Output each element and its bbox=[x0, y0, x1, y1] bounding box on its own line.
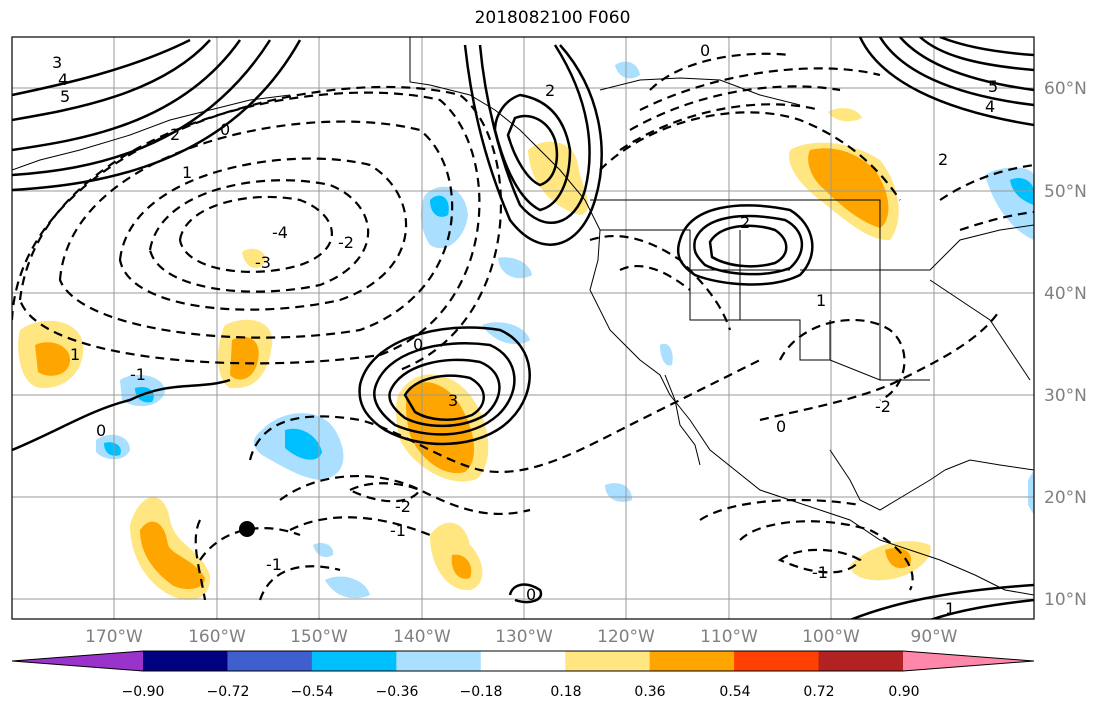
lon-label: 120°W bbox=[597, 627, 655, 647]
lon-label: 100°W bbox=[802, 627, 860, 647]
contour-label: 1 bbox=[182, 163, 192, 182]
colorbar-tick-label: −0.72 bbox=[207, 684, 250, 700]
contour-label: 1 bbox=[70, 345, 80, 364]
contour-labels: 3 4 5 2 1 0 -1 -2 -3 -4 0 2 1 -1 -2 0 2 … bbox=[52, 41, 998, 618]
contour-label: 1 bbox=[816, 291, 826, 310]
contour-label: 0 bbox=[700, 41, 710, 60]
colorbar-segment bbox=[143, 651, 228, 671]
colorbar-extend-max bbox=[903, 651, 1034, 671]
colorbar-tick-label: 0.18 bbox=[550, 684, 581, 700]
contour-label: 0 bbox=[96, 421, 106, 440]
contour-label: -4 bbox=[272, 223, 288, 242]
colorbar-segment bbox=[227, 651, 313, 671]
lat-label: 60°N bbox=[1044, 79, 1087, 99]
contour-label: 5 bbox=[60, 87, 70, 106]
lon-label: 140°W bbox=[393, 627, 451, 647]
contour-label: -1 bbox=[266, 555, 282, 574]
warm-core bbox=[405, 382, 475, 474]
colorbar-segment bbox=[818, 651, 904, 671]
contour-label: 0 bbox=[220, 120, 230, 139]
warm-core bbox=[451, 554, 472, 579]
lat-label: 40°N bbox=[1044, 284, 1087, 304]
contour-label: 2 bbox=[938, 150, 948, 169]
contour-label: 0 bbox=[413, 335, 423, 354]
contour-label: -1 bbox=[812, 563, 828, 582]
warm-patch bbox=[528, 141, 589, 215]
colorbar-segment bbox=[565, 651, 651, 671]
contour-label: 4 bbox=[985, 97, 995, 116]
contour-label: -2 bbox=[875, 397, 891, 416]
storm-marker bbox=[239, 521, 255, 537]
contour-label: 0 bbox=[776, 417, 786, 436]
lon-label: 110°W bbox=[700, 627, 758, 647]
colorbar-extend-min bbox=[12, 651, 143, 671]
warm-patch bbox=[828, 108, 862, 122]
contour-label: 2 bbox=[545, 81, 555, 100]
anomaly-fills bbox=[18, 61, 1034, 600]
contour-label: -3 bbox=[255, 253, 271, 272]
colorbar-segment bbox=[396, 651, 482, 671]
colorbar-tick-labels: −0.90 −0.72 −0.54 −0.36 −0.18 0.18 0.36 … bbox=[122, 684, 920, 700]
latitude-labels: 60°N 50°N 40°N 30°N 20°N 10°N bbox=[1044, 79, 1087, 610]
contour-label: 3 bbox=[448, 391, 458, 410]
cool-patch bbox=[615, 61, 640, 79]
solid-contours bbox=[12, 37, 1034, 619]
contour-label: -1 bbox=[390, 521, 406, 540]
dashed-contours bbox=[12, 52, 1034, 601]
cool-patch bbox=[325, 576, 370, 599]
lon-label: 130°W bbox=[495, 627, 553, 647]
warm-patch bbox=[242, 248, 266, 268]
warm-core bbox=[140, 521, 205, 590]
colorbar-segment bbox=[649, 651, 735, 671]
colorbar-tick-label: −0.36 bbox=[376, 684, 419, 700]
colorbar-tick-label: −0.90 bbox=[122, 684, 165, 700]
colorbar-segment bbox=[734, 651, 820, 671]
colorbar-tick-label: −0.18 bbox=[460, 684, 503, 700]
warm-core bbox=[230, 336, 259, 380]
lon-label: 160°W bbox=[188, 627, 246, 647]
cool-core bbox=[104, 442, 121, 456]
map-frame bbox=[11, 36, 1035, 620]
contour-label: 1 bbox=[945, 599, 955, 618]
map-title: 2018082100 F060 bbox=[474, 8, 631, 28]
longitude-labels: 170°W 160°W 150°W 140°W 130°W 120°W 110°… bbox=[85, 627, 958, 647]
cool-patch bbox=[1028, 470, 1034, 515]
colorbar-tick-label: −0.54 bbox=[291, 684, 334, 700]
lat-label: 30°N bbox=[1044, 386, 1087, 406]
colorbar-tick-label: 0.36 bbox=[634, 684, 665, 700]
contour-label: 0 bbox=[526, 585, 536, 604]
colorbar-tick-label: 0.54 bbox=[719, 684, 750, 700]
contour-label: 2 bbox=[740, 213, 750, 232]
contour-label: 5 bbox=[988, 77, 998, 96]
lon-label: 170°W bbox=[85, 627, 143, 647]
colorbar-outline bbox=[11, 650, 1035, 672]
lon-label: 150°W bbox=[290, 627, 348, 647]
warm-core bbox=[808, 148, 889, 228]
lat-label: 20°N bbox=[1044, 488, 1087, 508]
colorbar-tick-label: 0.72 bbox=[803, 684, 834, 700]
colorbar bbox=[11, 650, 1035, 672]
contour-label: 2 bbox=[170, 125, 180, 144]
lon-label: 90°W bbox=[911, 627, 958, 647]
lat-label: 10°N bbox=[1044, 590, 1087, 610]
cool-core bbox=[285, 428, 322, 460]
contour-label: -2 bbox=[338, 233, 354, 252]
contour-label: 4 bbox=[58, 70, 68, 89]
lat-label: 50°N bbox=[1044, 182, 1087, 202]
colorbar-segment bbox=[311, 651, 397, 671]
colorbar-tick-label: 0.90 bbox=[888, 684, 919, 700]
cool-patch bbox=[313, 543, 334, 558]
cool-patch bbox=[660, 343, 673, 366]
map-background bbox=[12, 37, 1034, 619]
warm-core bbox=[35, 342, 70, 376]
cool-core bbox=[430, 195, 449, 217]
cool-core bbox=[1010, 178, 1034, 205]
contour-label: -2 bbox=[395, 497, 411, 516]
warm-core bbox=[885, 548, 911, 569]
colorbar-segment bbox=[480, 651, 566, 671]
contour-label: 3 bbox=[52, 53, 62, 72]
contour-label: -1 bbox=[130, 365, 146, 384]
